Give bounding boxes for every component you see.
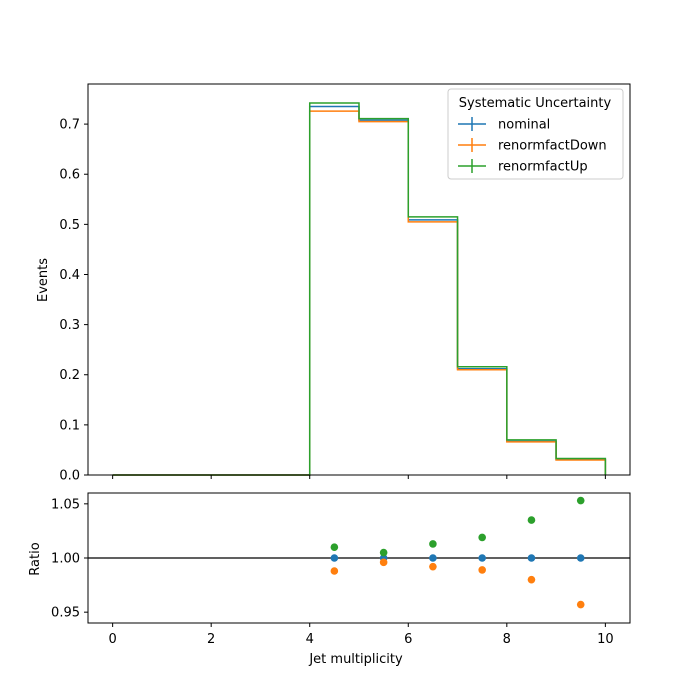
main-y-ticks: 0.0 0.1 0.2 0.3 0.4 0.5 0.6 0.7 xyxy=(59,118,88,484)
ratio-point-renormfactDown xyxy=(478,566,486,574)
main-y-tick-label: 0.5 xyxy=(59,218,80,233)
ratio-point-renormfactUp xyxy=(478,533,486,542)
x-tick-label: 6 xyxy=(404,632,412,647)
ratio-point-renormfactUp xyxy=(576,496,585,505)
ratio-panel: 0 2 4 6 8 10 0.95 1.00 1.05 Ratio Jet multiplic… xyxy=(28,492,631,667)
main-panel: 0.0 0.1 0.2 0.3 0.4 0.5 0.6 0.7 Events Systemat… xyxy=(36,83,631,484)
main-y-tick-label: 0.2 xyxy=(59,368,80,383)
ratio-point-nominal xyxy=(478,554,486,562)
legend-label-renormfactDown: renormfactDown xyxy=(498,139,607,154)
legend-entries: nominal renormfactDown renormfactUp xyxy=(458,117,607,175)
ratio-point-renormfactDown xyxy=(527,575,536,584)
legend: Systematic Uncertainty nominal renormfact… xyxy=(447,88,624,180)
main-y-tick-label: 0.0 xyxy=(59,469,80,484)
main-y-tick-label: 0.7 xyxy=(59,118,80,133)
ratio-point-renormfactDown xyxy=(379,558,388,567)
legend-title: Systematic Uncertainty xyxy=(459,96,612,111)
ratio-point-renormfactUp xyxy=(527,516,536,524)
main-y-tick-label: 0.6 xyxy=(59,168,80,183)
legend-label-renormfactUp: renormfactUp xyxy=(498,160,588,175)
ratio-point-renormfactUp xyxy=(379,548,388,557)
ratio-points-group xyxy=(330,496,585,609)
ratio-point-renormfactDown xyxy=(429,562,437,571)
ratio-y-tick-label: 0.95 xyxy=(51,606,80,621)
legend-frame xyxy=(447,88,624,180)
ratio-y-axis-label: Ratio xyxy=(28,542,43,575)
ratio-y-tick-label: 1.00 xyxy=(51,552,80,567)
ratio-point-nominal xyxy=(527,554,536,562)
ratio-point-nominal xyxy=(429,554,437,562)
ratio-x-ticks: 0 2 4 6 8 10 xyxy=(108,623,614,647)
legend-label-nominal: nominal xyxy=(498,118,550,133)
x-tick-label: 0 xyxy=(108,632,116,647)
main-y-tick-label: 0.1 xyxy=(59,418,80,433)
ratio-point-renormfactDown xyxy=(330,567,339,575)
ratio-point-nominal xyxy=(330,554,339,562)
main-y-tick-label: 0.4 xyxy=(59,268,80,283)
main-plot-frame xyxy=(87,83,631,476)
x-tick-label: 10 xyxy=(597,632,614,647)
main-x-ticks xyxy=(112,475,606,479)
x-axis-label: Jet multiplicity xyxy=(308,652,403,667)
x-tick-label: 4 xyxy=(306,632,314,647)
ratio-y-tick-label: 1.05 xyxy=(51,497,80,512)
ratio-point-renormfactDown xyxy=(576,600,585,609)
x-tick-label: 8 xyxy=(503,632,511,647)
ratio-point-renormfactUp xyxy=(429,540,437,548)
x-tick-label: 2 xyxy=(207,632,215,647)
ratio-point-nominal xyxy=(576,554,585,562)
main-y-tick-label: 0.3 xyxy=(59,318,80,333)
main-y-axis-label: Events xyxy=(36,258,51,302)
ratio-y-ticks: 0.95 1.00 1.05 xyxy=(51,497,88,621)
ratio-point-renormfactUp xyxy=(330,543,339,551)
